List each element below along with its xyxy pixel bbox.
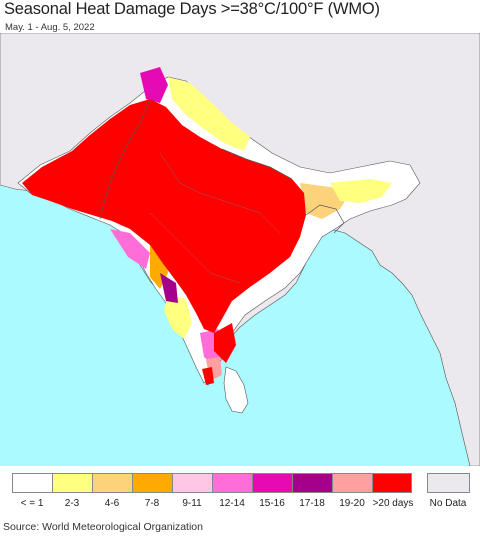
border-bangladesh — [305, 204, 345, 234]
yellow-zone-north — [168, 77, 250, 151]
legend-swatch-6 — [212, 473, 253, 493]
heat-damage-map — [0, 33, 480, 466]
legend-swatch-1 — [12, 473, 53, 493]
legend-label-4: 7-8 — [144, 498, 160, 509]
source-credit: Source: World Meteorological Organizatio… — [3, 521, 203, 533]
legend-swatch-10 — [372, 473, 412, 493]
red-zone-south-tip — [202, 367, 214, 385]
legend-swatch-8 — [292, 473, 333, 493]
map-title: Seasonal Heat Damage Days >=38°C/100°F (… — [4, 0, 380, 18]
border-india-nepal — [221, 148, 293, 180]
border-pakistan-india — [99, 98, 151, 220]
legend: < = 1 2-3 4-6 7-8 9-11 12-14 15-16 17-18… — [12, 473, 472, 513]
legend-label-1: < = 1 — [20, 498, 44, 509]
magenta-zone-north — [140, 67, 168, 103]
legend-swatch-9 — [332, 473, 373, 493]
red-zone-main — [22, 99, 306, 333]
legend-label-8: 17-18 — [299, 498, 325, 509]
legend-swatch-4 — [132, 473, 173, 493]
sri-lanka — [223, 366, 249, 414]
legend-swatch-5 — [172, 473, 213, 493]
yellow-zone-east — [330, 179, 392, 203]
legend-label-10: >20 days — [372, 498, 414, 509]
yellow-zone-south — [164, 295, 192, 339]
state-lines-2 — [149, 212, 241, 284]
red-zone-southeast — [214, 323, 236, 363]
legend-label-7: 15-16 — [259, 498, 285, 509]
legend-label-5: 9-11 — [182, 498, 202, 509]
state-lines — [159, 152, 281, 234]
date-range: May. 1 - Aug. 5, 2022 — [5, 22, 95, 33]
legend-swatch-2 — [52, 473, 93, 493]
legend-label-2: 2-3 — [64, 498, 80, 509]
legend-label-3: 4-6 — [104, 498, 120, 509]
legend-swatch-3 — [92, 473, 133, 493]
purple-zone-coast — [160, 273, 178, 303]
legend-swatch-7 — [252, 473, 293, 493]
legend-label-9: 19-20 — [339, 498, 365, 509]
legend-swatch-no-data — [427, 473, 470, 493]
legend-label-6: 12-14 — [219, 498, 245, 509]
legend-label-no-data: No Data — [429, 498, 467, 509]
pink-zone-west — [110, 229, 150, 269]
